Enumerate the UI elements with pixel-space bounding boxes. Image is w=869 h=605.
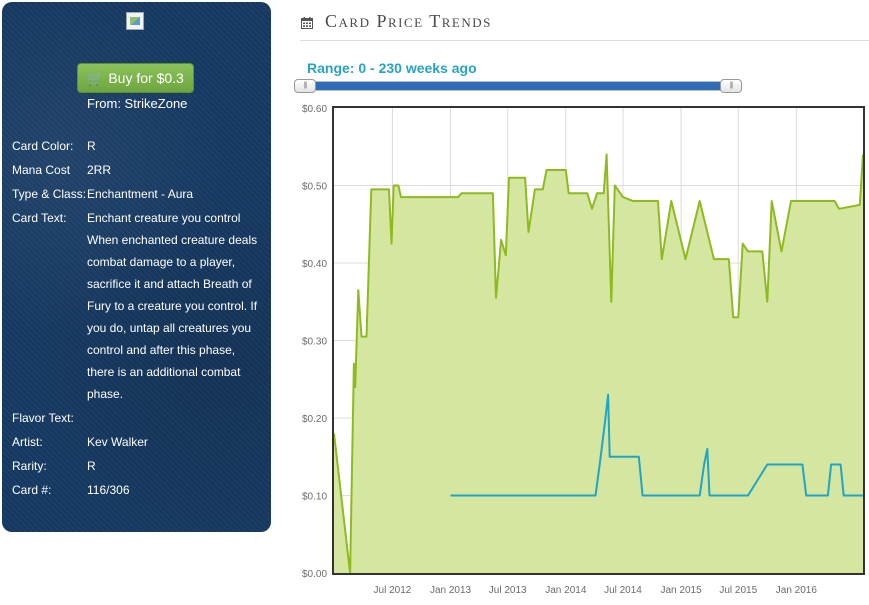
range-slider-end-handle[interactable]: ||| — [720, 79, 742, 93]
detail-value: Enchant creature you control When enchan… — [87, 211, 258, 401]
detail-label: Type & Class: — [12, 187, 87, 201]
card-image — [126, 12, 144, 30]
series-line-blue — [450, 393, 863, 497]
title-divider — [300, 40, 869, 41]
calendar-icon — [301, 17, 313, 29]
detail-label: Card Color: — [12, 139, 74, 153]
detail-value: R — [87, 139, 96, 153]
card-info-panel: 🛒 Buy for $0.3 From: StrikeZone Card Colo… — [2, 2, 271, 532]
y-tick-label: $0.10 — [302, 492, 327, 503]
y-tick-label: $0.40 — [302, 259, 327, 270]
plot-border — [332, 106, 865, 575]
detail-label: Rarity: — [12, 459, 47, 473]
detail-label: Card #: — [12, 483, 52, 497]
x-tick-label: Jan 2016 — [776, 585, 818, 596]
x-tick-label: Jan 2014 — [545, 585, 587, 596]
price-trend-chart: $0.00 $0.10 $0.20 $0.30 $0.40 $0.50 $0.60 Jul … — [296, 100, 869, 605]
x-tick-label: Jan 2013 — [430, 585, 472, 596]
detail-value: 2RR — [87, 163, 112, 177]
page-title-text: Card Price Trends — [325, 11, 492, 31]
detail-label: Artist: — [12, 435, 43, 449]
x-tick-label: Jul 2012 — [374, 585, 412, 596]
x-tick-label: Jan 2015 — [661, 585, 703, 596]
y-tick-label: $0.00 — [302, 569, 327, 580]
detail-label: Card Text: — [12, 211, 67, 225]
buy-button-label: Buy for $0.3 — [108, 70, 184, 86]
y-tick-label: $0.60 — [302, 104, 327, 115]
detail-label: Flavor Text: — [12, 411, 74, 425]
series-line-green — [333, 153, 864, 574]
y-tick-label: $0.30 — [302, 337, 327, 348]
y-tick-label: $0.50 — [302, 182, 327, 193]
shopping-cart-icon: 🛒 — [87, 71, 104, 86]
range-slider-start-handle[interactable]: ||| — [294, 79, 316, 93]
detail-value: Enchantment - Aura — [87, 187, 194, 201]
detail-value: R — [87, 459, 96, 473]
range-slider-fill — [306, 82, 726, 90]
detail-label: Mana Cost — [12, 163, 71, 177]
buy-button[interactable]: 🛒 Buy for $0.3 — [77, 63, 194, 93]
x-tick-label: Jul 2013 — [489, 585, 527, 596]
range-label: Range: 0 - 230 weeks ago — [307, 60, 477, 76]
series-area-fill — [334, 154, 863, 573]
x-tick-label: Jul 2014 — [604, 585, 642, 596]
detail-value: Kev Walker — [87, 435, 148, 449]
y-tick-label: $0.20 — [302, 414, 327, 425]
detail-value: 116/306 — [87, 483, 130, 497]
seller-label: From: StrikeZone — [87, 96, 188, 111]
x-tick-label: Jul 2015 — [719, 585, 757, 596]
